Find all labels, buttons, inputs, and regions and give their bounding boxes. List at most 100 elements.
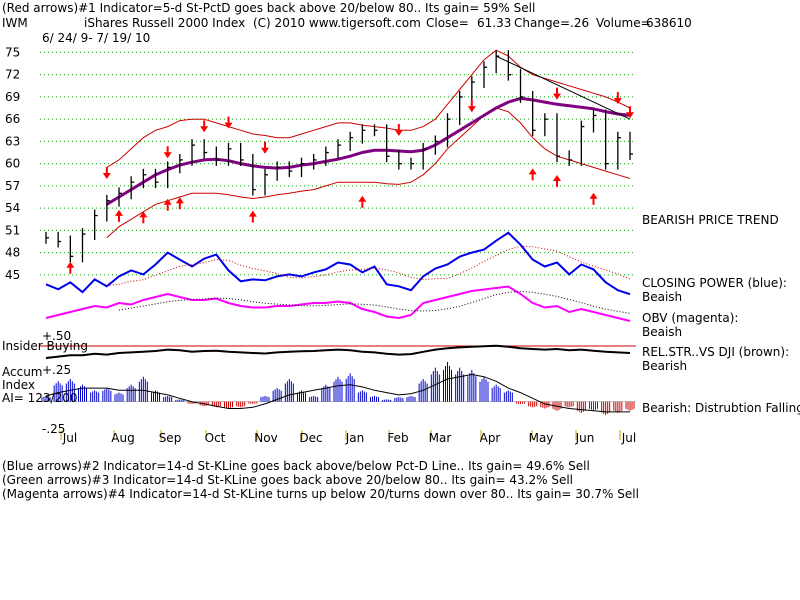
buy-arrow-head: [66, 261, 75, 268]
sell-arrow: [613, 92, 622, 105]
accum-ma-line: [45, 373, 630, 413]
volume-value: 638610: [646, 16, 692, 30]
obv-status: Beaish: [642, 325, 683, 339]
bearish-trend-label: BEARISH PRICE TREND: [642, 213, 779, 227]
buy-arrow-head: [528, 168, 537, 175]
sell-arrow: [261, 141, 269, 154]
lower-band-line: [106, 107, 631, 239]
green-arrows-legend: (Green arrows)#3 Indicator=14-d St-KLine…: [2, 473, 574, 487]
sell-arrow: [224, 116, 233, 129]
sell-arrow: [163, 146, 172, 159]
month-label: Apr: [480, 431, 501, 445]
sell-arrow-head: [261, 147, 269, 154]
month-label: Jan: [345, 431, 365, 445]
date-range: 6/ 24/ 9- 7/ 19/ 10: [42, 31, 151, 45]
sell-arrow-head: [224, 122, 233, 129]
month-label: Jul: [62, 431, 77, 445]
index-name: iShares Russell 2000 Index: [84, 16, 246, 30]
change-value: .26: [570, 16, 590, 30]
y-tick-label: 51: [5, 223, 20, 237]
chart-grid: [40, 51, 636, 276]
y-tick-label: 57: [5, 179, 20, 193]
relstr-label: REL.STR..VS DJI (brown):: [642, 345, 790, 359]
red-arrows-legend: (Red arrows)#1 Indicator=5-d St-PctD goe…: [2, 1, 536, 15]
accum-tick-plus25: +.25: [42, 363, 72, 377]
buy-arrow: [358, 195, 367, 208]
insider-buying-label: Insider Buying: [2, 339, 88, 353]
buy-arrow-head: [163, 198, 172, 205]
sell-arrow-head: [467, 106, 476, 113]
closing-power-line: [45, 231, 631, 296]
closing-power-ma-line: [106, 245, 631, 287]
month-label: Jul: [621, 431, 636, 445]
volume-label: Volume=: [596, 16, 651, 30]
month-axis: Jul Aug Sep Oct Nov Dec Jan Feb Mar Apr May Jun Jul: [60, 430, 636, 445]
buy-arrow: [175, 197, 184, 210]
sell-arrow: [626, 106, 634, 119]
buy-arrow-head: [553, 174, 561, 181]
moving-average-line: [106, 96, 631, 206]
month-label: Mar: [429, 431, 452, 445]
y-tick-label: 69: [5, 90, 20, 104]
buy-arrow: [115, 209, 123, 222]
sell-arrow-head: [626, 112, 634, 119]
obv-label: OBV (magenta):: [642, 311, 739, 325]
month-label: May: [529, 431, 554, 445]
buy-arrow: [139, 211, 148, 224]
blue-arrows-legend: (Blue arrows)#2 Indicator=14-d St-KLine …: [2, 459, 590, 473]
buy-arrow: [528, 168, 537, 181]
y-tick-label: 48: [5, 246, 20, 260]
signal-arrows: [66, 87, 634, 274]
y-tick-label: 75: [5, 45, 20, 59]
buy-arrow-head: [139, 211, 148, 218]
buy-arrow: [553, 174, 561, 187]
y-tick-label: 45: [5, 268, 20, 282]
symbol: IWM: [2, 16, 28, 30]
buy-arrow-head: [175, 197, 184, 204]
buy-arrow-head: [358, 195, 367, 202]
buy-arrow-head: [115, 209, 123, 216]
month-label: Nov: [254, 431, 277, 445]
buy-arrow: [163, 198, 172, 211]
sell-arrow-head: [163, 152, 172, 159]
price-bands: [106, 49, 631, 239]
sell-arrow: [102, 166, 111, 179]
sell-arrow-head: [613, 98, 622, 105]
y-tick-label: 60: [5, 157, 20, 171]
sell-arrow: [394, 123, 403, 136]
change-label: Change=: [514, 16, 570, 30]
price-y-axis: 75 72 69 66 63 60 57 54 51 48 45: [5, 45, 20, 281]
sell-arrow-head: [553, 93, 561, 100]
bearish-trendline: [495, 55, 631, 120]
accum-tick-plus50: +.50: [42, 329, 72, 343]
accum-label: Accum: [2, 365, 43, 379]
close-value: 61.33: [477, 16, 512, 30]
sell-arrow: [200, 120, 209, 133]
magenta-arrows-legend: (Magenta arrows)#4 Indicator=14-d St-KLi…: [2, 487, 639, 501]
index-label: Index: [2, 378, 36, 392]
obv-line: [45, 285, 631, 322]
rel-str-line: [45, 344, 631, 359]
buy-arrow-head: [248, 210, 257, 217]
sell-arrow-head: [102, 172, 111, 179]
relstr-status: Bearish: [642, 359, 688, 373]
y-tick-label: 72: [5, 68, 20, 82]
y-tick-label: 54: [5, 201, 20, 215]
sell-arrow-head: [200, 126, 209, 133]
ai-value: AI= 123/200: [2, 391, 78, 405]
upper-band-line: [106, 49, 631, 168]
buy-arrow-head: [589, 192, 598, 199]
closing-power-status: Beaish: [642, 290, 683, 304]
indicator-lines: [40, 231, 636, 359]
month-label: Aug: [111, 431, 134, 445]
accum-tick-minus25: -.25: [42, 422, 66, 436]
month-label: Oct: [205, 431, 226, 445]
price-bars: [45, 50, 633, 263]
y-tick-label: 63: [5, 134, 20, 148]
sell-arrow-head: [394, 129, 403, 136]
buy-arrow: [589, 192, 598, 205]
buy-arrow: [66, 261, 75, 274]
y-tick-label: 66: [5, 112, 20, 126]
month-label: Sep: [159, 431, 182, 445]
